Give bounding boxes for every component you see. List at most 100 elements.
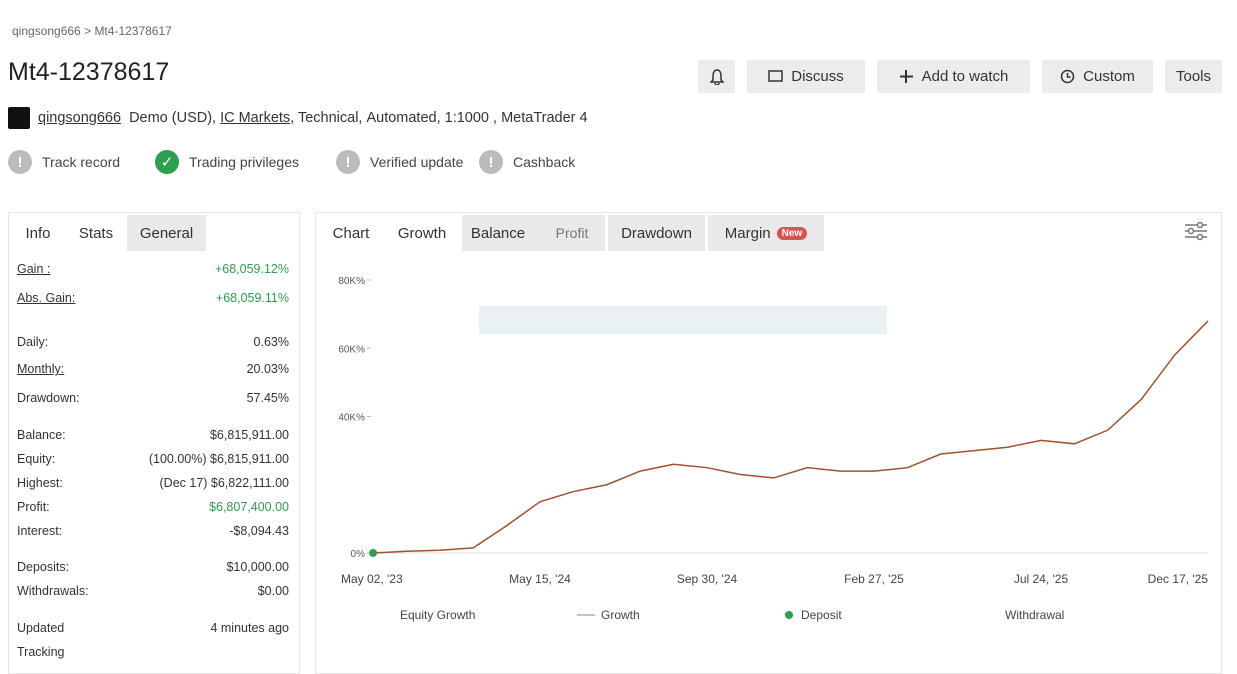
info-tab[interactable]: Stats xyxy=(78,224,114,242)
info-row: Deposits: $10,000.00 xyxy=(17,560,289,574)
info-row: Interest: -$8,094.43 xyxy=(17,524,289,538)
breadcrumb-account: Mt4-12378617 xyxy=(94,24,172,38)
info-value: +68,059.12% xyxy=(214,262,289,276)
info-value: (Dec 17) $6,822,111.00 xyxy=(159,476,290,490)
chart-tab[interactable]: Drawdown xyxy=(608,215,705,251)
info-value: -$8,094.43 xyxy=(229,524,289,538)
info-label: Profit: xyxy=(17,500,50,514)
info-value: 20.03% xyxy=(246,362,289,376)
x-tick-label: May 02, '23 xyxy=(341,572,403,586)
check-icon: ✓ xyxy=(155,150,179,174)
button-icon xyxy=(1060,69,1075,84)
info-row: Gain : +68,059.12% xyxy=(17,262,289,276)
badge-label: Verified update xyxy=(370,154,464,170)
info-label: Drawdown: xyxy=(17,391,80,405)
chart-tab[interactable]: Chart xyxy=(332,224,370,242)
bell-icon xyxy=(709,68,724,85)
page-title: Mt4-12378617 xyxy=(8,58,170,86)
x-tick-label: Feb 27, '25 xyxy=(844,572,904,586)
y-tick-label: 0% xyxy=(351,549,366,560)
info-value: $6,815,911.00 xyxy=(209,428,289,442)
legend-label: Growth xyxy=(601,608,640,622)
button-label: Add to watch xyxy=(921,68,1009,85)
info-row: Equity: (100.00%) $6,815,911.00 xyxy=(17,452,289,466)
y-tick-label: 40K% xyxy=(338,413,365,424)
info-label: Daily: xyxy=(17,335,49,349)
y-tick-label: 80K% xyxy=(338,276,365,287)
status-icon: ! xyxy=(479,150,503,174)
info-value: +68,059.11% xyxy=(215,291,289,305)
info-row: Tracking xyxy=(17,645,289,659)
chart-tab[interactable]: Balance xyxy=(462,215,534,251)
broker-link[interactable]: IC Markets xyxy=(220,110,291,126)
breadcrumb: qingsong666 > Mt4-12378617 xyxy=(12,24,172,38)
growth-line xyxy=(372,320,1209,554)
badge: ✓ Trading privileges xyxy=(155,150,299,174)
info-tab[interactable]: Info xyxy=(25,224,51,242)
account-rest: , 1:1000 , MetaTrader 4 xyxy=(436,110,588,126)
settings-icon[interactable] xyxy=(1183,220,1209,242)
status-icon: ! xyxy=(336,150,360,174)
chart-tab[interactable]: Profit xyxy=(555,225,589,241)
info-label: Updated xyxy=(17,621,65,635)
bell-button[interactable] xyxy=(698,60,735,93)
chart-tab[interactable]: Margin New xyxy=(708,215,824,251)
legend-swatch xyxy=(785,611,793,619)
badge: ! Verified update xyxy=(336,150,463,174)
status-icon: ! xyxy=(8,150,32,174)
growth-chart: 0% 40K% 60K% 80K% May 02, '23 May 15, '24 Sep … xyxy=(338,276,1209,622)
breadcrumb-user[interactable]: qingsong666 xyxy=(12,24,81,38)
chart-tab[interactable]: Growth xyxy=(397,224,447,242)
info-label: Equity: xyxy=(17,452,56,466)
new-badge: New xyxy=(776,226,808,240)
button-icon xyxy=(768,70,783,82)
info-tab[interactable]: General xyxy=(127,215,206,251)
header-button[interactable]: Add to watch xyxy=(877,60,1030,93)
badge-label: Trading privileges xyxy=(189,154,299,170)
x-tick-label: Sep 30, '24 xyxy=(677,572,738,586)
info-row: Highest: (Dec 17) $6,822,111.00 xyxy=(17,476,289,490)
info-label: Abs. Gain: xyxy=(17,291,76,305)
info-value: 4 minutes ago xyxy=(210,621,289,635)
button-label: Discuss xyxy=(791,68,844,85)
info-label: Withdrawals: xyxy=(17,584,89,598)
badge: ! Track record xyxy=(8,150,120,174)
owner-link[interactable]: qingsong666 xyxy=(38,110,122,126)
account-mode: Automated xyxy=(366,110,437,126)
account-style: , Technical, xyxy=(290,110,363,126)
info-value: $0.00 xyxy=(257,584,289,598)
legend-label: Equity Growth xyxy=(400,608,475,622)
info-row: Balance: $6,815,911.00 xyxy=(17,428,289,442)
info-row: Drawdown: 57.45% xyxy=(17,391,289,405)
account-type: Demo (USD), xyxy=(129,110,217,126)
x-tick-label: May 15, '24 xyxy=(509,572,571,586)
button-label: Tools xyxy=(1175,68,1212,85)
info-row: Withdrawals: $0.00 xyxy=(17,584,289,598)
deposit-point xyxy=(369,549,377,557)
breadcrumb-separator: > xyxy=(84,24,92,38)
info-row: Monthly: 20.03% xyxy=(17,362,289,376)
info-value: $6,807,400.00 xyxy=(209,500,289,514)
header-button[interactable]: Custom xyxy=(1042,60,1153,93)
button-icon xyxy=(899,70,913,83)
info-row: Updated 4 minutes ago xyxy=(17,621,289,635)
info-value: (100.00%) $6,815,911.00 xyxy=(148,452,289,466)
info-label: Monthly: xyxy=(17,362,65,376)
header-button[interactable]: Discuss xyxy=(747,60,865,93)
info-row: Profit: $6,807,400.00 xyxy=(17,500,289,514)
info-value: 0.63% xyxy=(253,335,289,349)
avatar xyxy=(8,107,30,129)
info-label: Gain : xyxy=(17,262,51,276)
info-label: Highest: xyxy=(17,476,63,490)
info-label: Interest: xyxy=(17,524,63,538)
badge-label: Track record xyxy=(42,154,121,170)
button-label: Custom xyxy=(1083,68,1135,85)
x-tick-label: Dec 17, '25 xyxy=(1148,572,1209,586)
header-button[interactable]: Tools xyxy=(1165,60,1222,93)
badge: ! Cashback xyxy=(479,150,575,174)
info-value: 57.45% xyxy=(246,391,289,405)
info-label: Deposits: xyxy=(17,560,70,574)
info-panel xyxy=(8,212,300,674)
info-row: Daily: 0.63% xyxy=(17,335,289,349)
